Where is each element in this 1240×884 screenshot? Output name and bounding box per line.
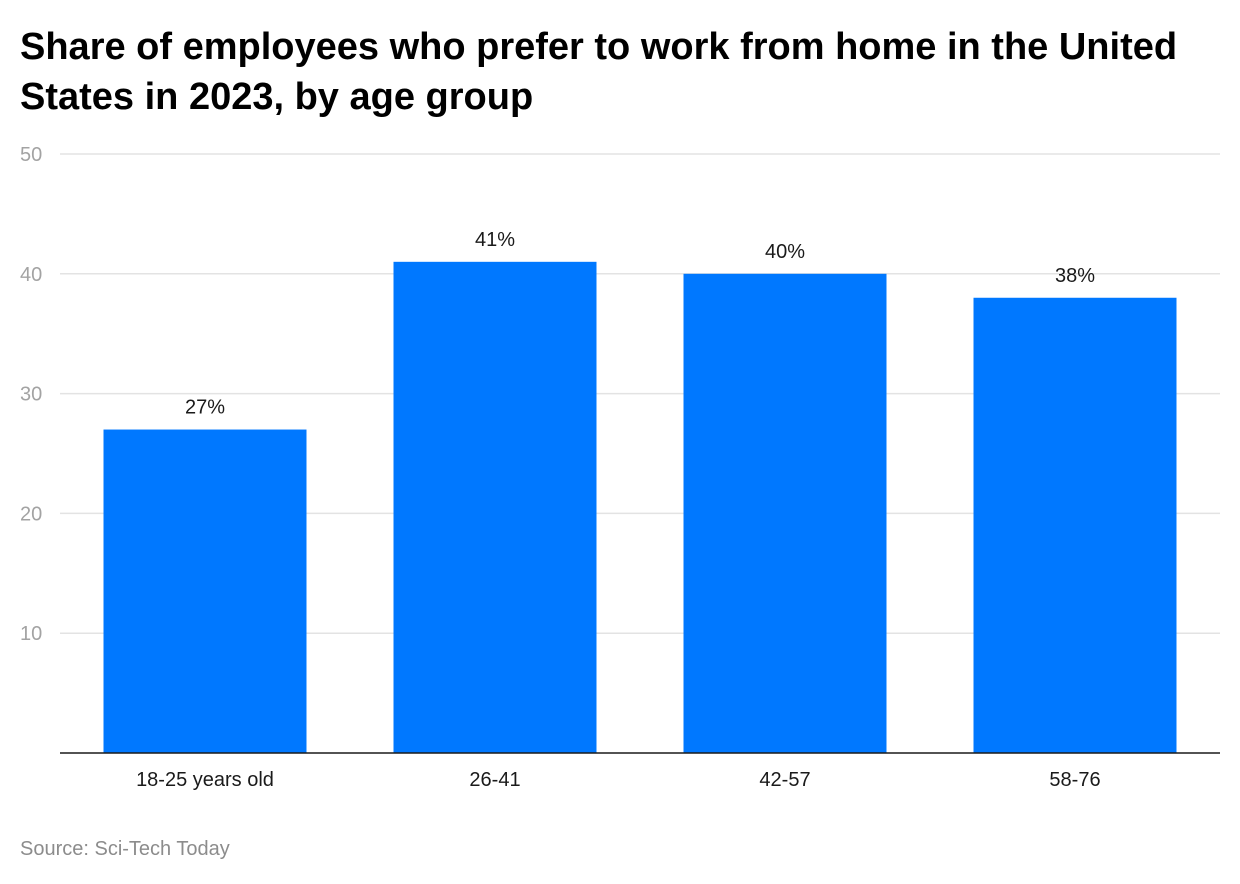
source-note: Source: Sci-Tech Today <box>20 838 230 860</box>
x-category-label: 26-41 <box>469 769 520 791</box>
y-tick-label: 30 <box>20 384 42 406</box>
y-tick-label: 50 <box>20 144 42 166</box>
data-labels: 27% 41% 40% 38% <box>185 229 1095 419</box>
bar-value-label: 38% <box>1055 265 1095 287</box>
y-tick-label: 40 <box>20 264 42 286</box>
bar-value-label: 27% <box>185 397 225 419</box>
x-category-label: 42-57 <box>759 769 810 791</box>
bar <box>683 273 887 753</box>
bar <box>973 297 1177 753</box>
x-category-label: 18-25 years old <box>136 769 274 791</box>
bar <box>393 261 597 753</box>
chart-title: Share of employees who prefer to work fr… <box>20 26 1178 118</box>
bars <box>103 261 1177 753</box>
bar <box>103 429 307 753</box>
y-tick-label: 20 <box>20 503 42 525</box>
x-axis-categories: 18-25 years old 26-41 42-57 58-76 <box>136 769 1101 791</box>
y-tick-label: 10 <box>20 623 42 645</box>
y-axis-ticks: 10 20 30 40 50 <box>20 144 42 645</box>
x-category-label: 58-76 <box>1049 769 1100 791</box>
bar-value-label: 40% <box>765 241 805 263</box>
bar-value-label: 41% <box>475 229 515 251</box>
